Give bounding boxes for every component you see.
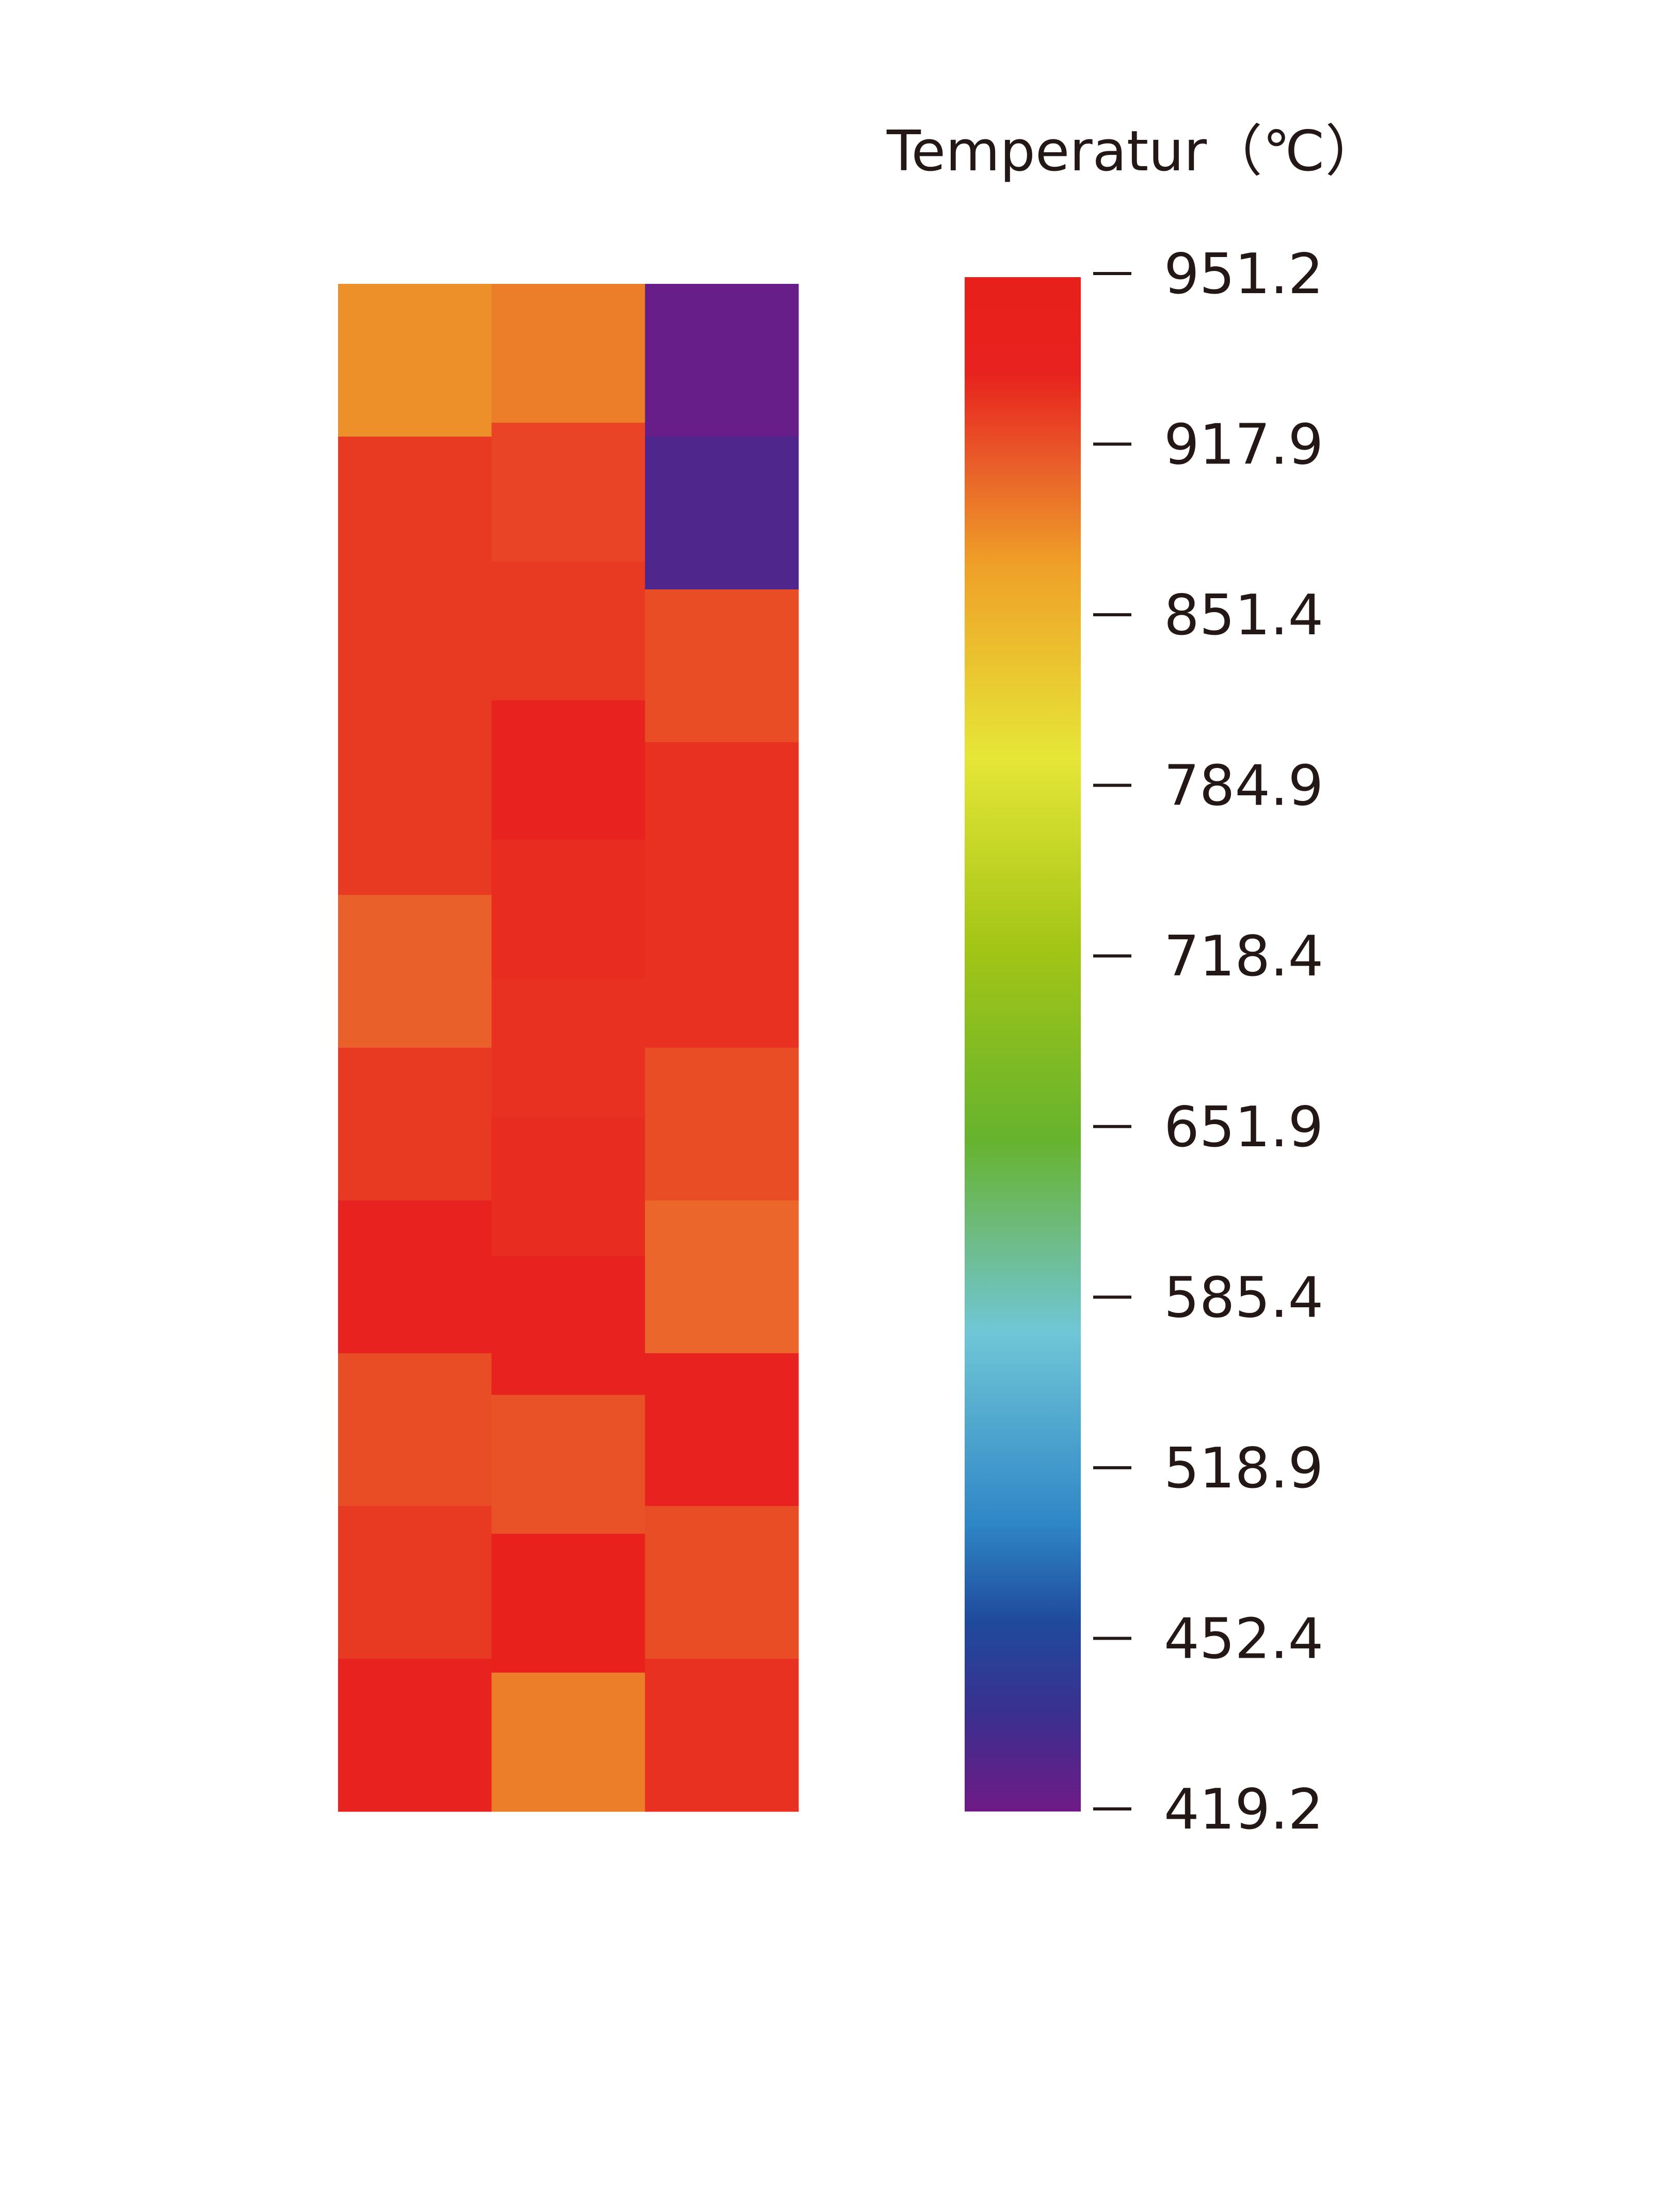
colorbar-tick-label: 917.9 — [1164, 413, 1323, 477]
heatmap-cell — [338, 589, 492, 743]
heatmap-cell — [645, 742, 799, 895]
colorbar-tick-label: 651.9 — [1164, 1095, 1323, 1160]
heatmap-cells — [338, 284, 799, 1812]
heatmap-cell — [491, 1256, 646, 1396]
heatmap-cell — [491, 700, 646, 840]
heatmap-cell — [491, 839, 646, 979]
heatmap-cell — [645, 895, 799, 1048]
heatmap-cell — [645, 1048, 799, 1201]
heatmap-cell — [491, 423, 646, 562]
heatmap-cell — [491, 562, 646, 701]
colorbar-tick-label: 784.9 — [1164, 754, 1323, 819]
heatmap-cell — [338, 284, 492, 437]
heatmap-cell — [645, 589, 799, 743]
heatmap-cell — [338, 1506, 492, 1659]
heatmap-cell — [338, 1200, 492, 1354]
heatmap-cell — [491, 978, 646, 1118]
heatmap-cell — [491, 284, 646, 423]
colorbar-tick-label: 951.2 — [1164, 242, 1323, 307]
heatmap-cell — [338, 742, 492, 895]
heatmap-cell — [491, 1394, 646, 1534]
heatmap-cell — [338, 895, 492, 1048]
heatmap-cell — [645, 1353, 799, 1506]
colorbar-title: Temperatur（℃） — [886, 119, 1381, 184]
heatmap-cell — [645, 437, 799, 590]
colorbar-tick-label: 419.2 — [1164, 1777, 1323, 1842]
heatmap-cell — [645, 1200, 799, 1354]
heatmap-cell — [645, 1659, 799, 1812]
heatmap-cell — [338, 437, 492, 590]
heatmap-cell — [645, 284, 799, 437]
colorbar-tick-label: 851.4 — [1164, 583, 1323, 648]
colorbar-ticks: 951.2 917.9 851.4 784.9 718.4 651.9 585.4 518.9… — [1093, 242, 1323, 1842]
heatmap-cell — [338, 1353, 492, 1506]
colorbar-tick-label: 718.4 — [1164, 924, 1323, 989]
heatmap-cell — [338, 1659, 492, 1812]
heatmap-cell — [491, 1672, 646, 1812]
heatmap-cell — [491, 1533, 646, 1673]
colorbar — [965, 277, 1081, 1812]
heatmap-cell — [645, 1506, 799, 1659]
colorbar-tick-label: 518.9 — [1164, 1436, 1323, 1501]
heatmap-cell — [491, 1117, 646, 1257]
heatmap-cell — [338, 1048, 492, 1201]
colorbar-tick-label: 452.4 — [1164, 1607, 1323, 1671]
colorbar-tick-label: 585.4 — [1164, 1265, 1323, 1330]
